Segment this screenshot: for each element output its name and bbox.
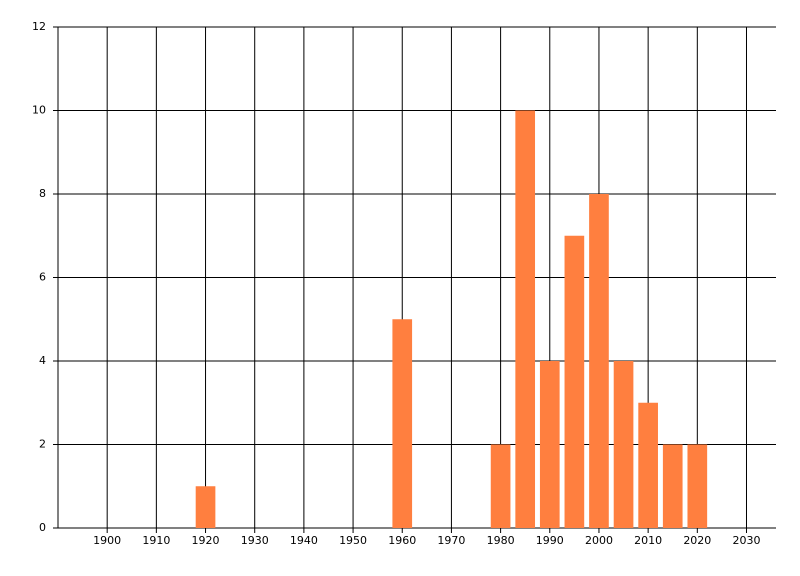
x-tick-label: 2000 (585, 534, 613, 547)
bar (195, 486, 216, 528)
y-tick-label: 10 (32, 104, 46, 117)
y-tick-label: 4 (39, 354, 46, 367)
y-tick-label: 6 (39, 271, 46, 284)
x-tick-label: 1990 (536, 534, 564, 547)
bar (589, 194, 609, 528)
bar (539, 361, 560, 528)
y-tick-label: 8 (39, 187, 46, 200)
x-tick-label: 1960 (388, 534, 416, 547)
y-tick-label: 12 (32, 20, 46, 33)
x-tick-label: 1930 (241, 534, 269, 547)
y-tick-label: 2 (39, 438, 46, 451)
x-tick-label: 2010 (634, 534, 662, 547)
bar (687, 444, 708, 528)
bar (638, 402, 658, 528)
x-tick-label: 2020 (683, 534, 711, 547)
bar (392, 319, 413, 528)
y-tick-label: 0 (39, 521, 46, 534)
bar (515, 110, 536, 528)
x-tick-label: 1900 (93, 534, 121, 547)
bar (564, 235, 585, 528)
x-tick-label: 1940 (290, 534, 318, 547)
bar (613, 361, 634, 528)
x-tick-label: 1980 (487, 534, 515, 547)
x-tick-label: 2030 (732, 534, 760, 547)
x-tick-label: 1920 (192, 534, 220, 547)
x-tick-label: 1910 (142, 534, 170, 547)
bar (490, 444, 511, 528)
x-tick-label: 1950 (339, 534, 367, 547)
bar (662, 444, 683, 528)
x-tick-label: 1970 (437, 534, 465, 547)
